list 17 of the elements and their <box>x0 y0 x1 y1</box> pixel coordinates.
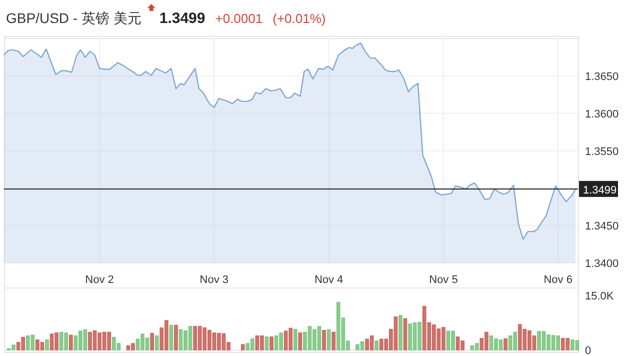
x-tick-label: Nov 6 <box>544 274 572 286</box>
x-tick-label: Nov 2 <box>85 274 114 286</box>
x-tick-label: Nov 5 <box>429 274 458 286</box>
x-tick-label: Nov 3 <box>200 274 229 286</box>
y-tick-label: 0 <box>585 345 592 356</box>
chart-title: GBP/USD - 英镑 美元 <box>6 10 142 26</box>
text: 1.3499 <box>159 10 206 27</box>
y-tick-label: 1.3650 <box>585 71 619 83</box>
y-tick-label: 15.0K <box>585 290 614 302</box>
y-tick-label: 1.3400 <box>585 258 619 270</box>
text: +0.0001 <box>215 11 263 26</box>
y-tick-label: 1.3600 <box>585 108 619 120</box>
y-tick-label: 1.3550 <box>585 146 619 158</box>
text: (+0.01%) <box>272 11 326 26</box>
y-tick-label: 1.3450 <box>585 220 619 233</box>
x-tick-label: Nov 4 <box>314 274 344 286</box>
ref-line-label: 1.3499 <box>583 184 617 196</box>
